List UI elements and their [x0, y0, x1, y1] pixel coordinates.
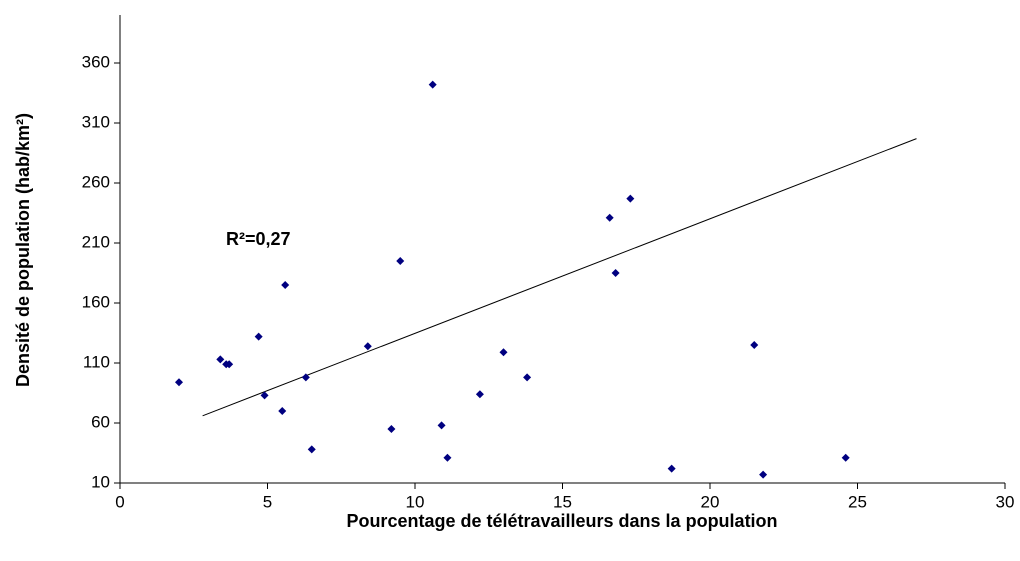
point [387, 425, 396, 433]
y-axis-label: Densité de population (hab/km²) [13, 113, 33, 387]
y-tick-label: 160 [82, 292, 110, 311]
point [301, 373, 310, 382]
annotation: R²=0,27 [226, 229, 291, 249]
x-tick-label: 25 [848, 492, 867, 511]
y-tick-label: 110 [83, 352, 110, 371]
point [437, 421, 446, 430]
point [626, 194, 635, 203]
y-tick-label: 260 [82, 172, 110, 191]
x-tick-label: 5 [263, 492, 272, 511]
point [396, 257, 405, 265]
point [523, 373, 532, 382]
point [841, 453, 850, 462]
y-tick-label: 310 [82, 112, 110, 131]
point [260, 391, 269, 400]
y-tick-label: 360 [82, 52, 110, 71]
x-tick-label: 0 [115, 492, 124, 511]
point [443, 453, 452, 462]
point [254, 332, 263, 341]
point [278, 407, 287, 415]
point [281, 281, 290, 289]
y-tick-label: 60 [91, 412, 110, 431]
point [611, 269, 620, 277]
point [175, 378, 183, 387]
point [216, 355, 225, 364]
x-tick-label: 20 [701, 492, 720, 511]
point [759, 470, 768, 479]
y-tick-label: 210 [82, 232, 110, 251]
point [225, 360, 234, 369]
trendline [202, 138, 917, 417]
x-tick-label: 15 [553, 492, 572, 511]
point [363, 342, 372, 351]
x-axis-label: Pourcentage de télétravailleurs dans la … [346, 511, 777, 531]
point [475, 390, 484, 399]
point [307, 445, 316, 454]
x-tick-label: 30 [996, 492, 1015, 511]
point [605, 213, 614, 222]
point [667, 464, 676, 473]
point [499, 348, 508, 357]
point [428, 80, 437, 89]
x-tick-label: 10 [406, 492, 425, 511]
y-tick-label: 10 [91, 472, 110, 491]
point [750, 341, 759, 349]
